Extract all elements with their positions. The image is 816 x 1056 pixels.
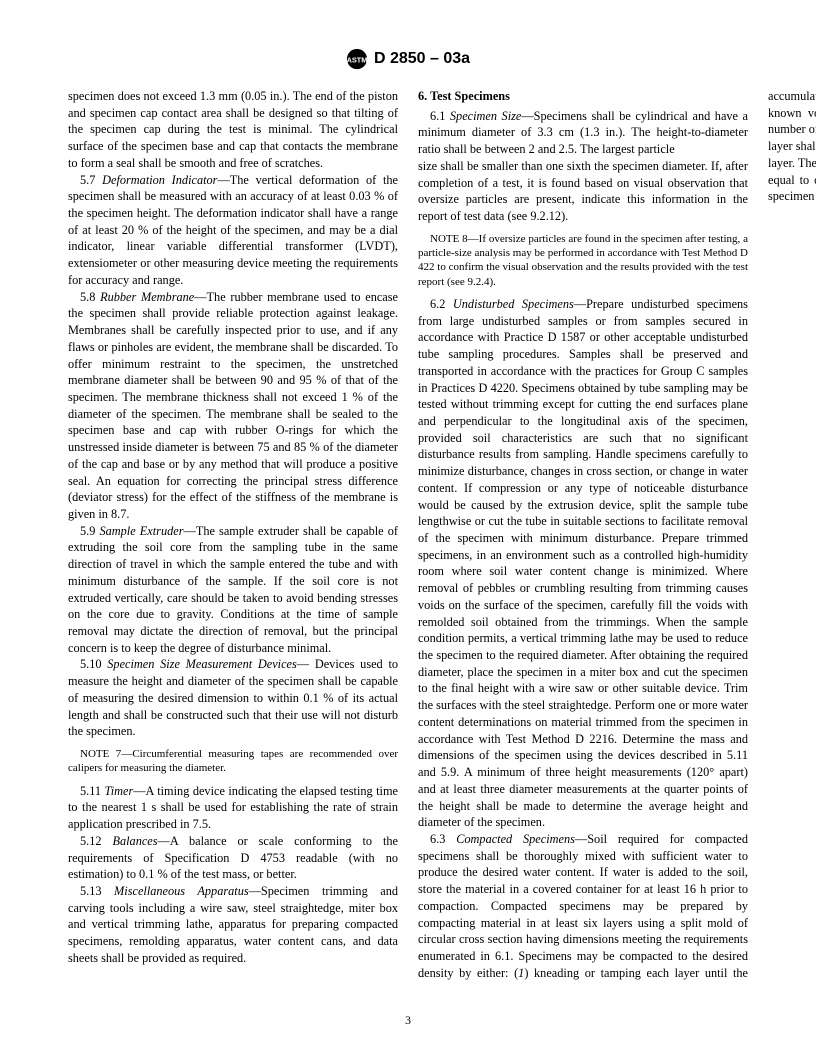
- para-5-11: 5.11 Timer—A timing device indicating th…: [68, 783, 398, 833]
- para-label: 6.2: [430, 297, 453, 311]
- para-title: Specimen Size Measurement Devices: [107, 657, 297, 671]
- note-7: NOTE 7—Circumferential measuring tapes a…: [68, 747, 398, 776]
- para-title: Rubber Membrane: [100, 290, 194, 304]
- para-title: Specimen Size: [450, 109, 521, 123]
- para-title: Miscellaneous Apparatus: [114, 884, 249, 898]
- para-6-1-continued: size shall be smaller than one sixth the…: [418, 158, 748, 225]
- para-label: 6.1: [430, 109, 450, 123]
- para-title: Compacted Specimens: [456, 832, 575, 846]
- para-5-10: 5.10 Specimen Size Measurement Devices— …: [68, 656, 398, 740]
- para-5-13: 5.13 Miscellaneous Apparatus—Specimen tr…: [68, 883, 398, 967]
- para-title: Deformation Indicator: [102, 173, 217, 187]
- para-label: 5.10: [80, 657, 107, 671]
- para-label: 5.12: [80, 834, 112, 848]
- astm-logo: ASTM: [346, 48, 368, 70]
- para-text: —Prepare undisturbed specimens from larg…: [418, 297, 748, 829]
- para-text: —The rubber membrane used to encase the …: [68, 290, 398, 521]
- para-label: 5.8: [80, 290, 100, 304]
- para-6-1: 6.1 Specimen Size—Specimens shall be cyl…: [418, 108, 748, 158]
- para-title: Balances: [112, 834, 157, 848]
- para-label: 5.7: [80, 173, 102, 187]
- para-title: Sample Extruder: [99, 524, 183, 538]
- para-text: —The vertical deformation of the specime…: [68, 173, 398, 287]
- para-text-c: ) by adjusting the number of layers, the…: [768, 106, 816, 204]
- note-8: NOTE 8—If oversize particles are found i…: [418, 232, 748, 289]
- page-number: 3: [0, 1013, 816, 1028]
- note-label: NOTE 7: [80, 748, 121, 760]
- para-label: 5.9: [80, 524, 99, 538]
- para-5-7: 5.7 Deformation Indicator—The vertical d…: [68, 172, 398, 289]
- para-label: 5.11: [80, 784, 105, 798]
- para-5-12: 5.12 Balances—A balance or scale conform…: [68, 833, 398, 883]
- para-5-6-continued: specimen does not exceed 1.3 mm (0.05 in…: [68, 88, 398, 172]
- para-title: Undisturbed Specimens: [453, 297, 574, 311]
- body-columns: specimen does not exceed 1.3 mm (0.05 in…: [68, 88, 748, 996]
- para-text-a: —Soil required for compacted specimens s…: [418, 832, 748, 980]
- svg-text:ASTM: ASTM: [347, 56, 368, 65]
- note-text: —If oversize particles are found in the …: [418, 233, 748, 288]
- note-label: NOTE 8: [430, 233, 468, 245]
- para-5-9: 5.9 Sample Extruder—The sample extruder …: [68, 523, 398, 657]
- page-header: ASTM D 2850 – 03a: [68, 48, 748, 70]
- para-5-8: 5.8 Rubber Membrane—The rubber membrane …: [68, 289, 398, 523]
- para-label: 5.13: [80, 884, 114, 898]
- para-text: —The sample extruder shall be capable of…: [68, 524, 398, 655]
- para-6-2: 6.2 Undisturbed Specimens—Prepare undist…: [418, 296, 748, 831]
- para-label: 6.3: [430, 832, 456, 846]
- para-title: Timer: [105, 784, 134, 798]
- document-id: D 2850 – 03a: [374, 50, 470, 68]
- section-6-heading: 6. Test Specimens: [418, 88, 748, 105]
